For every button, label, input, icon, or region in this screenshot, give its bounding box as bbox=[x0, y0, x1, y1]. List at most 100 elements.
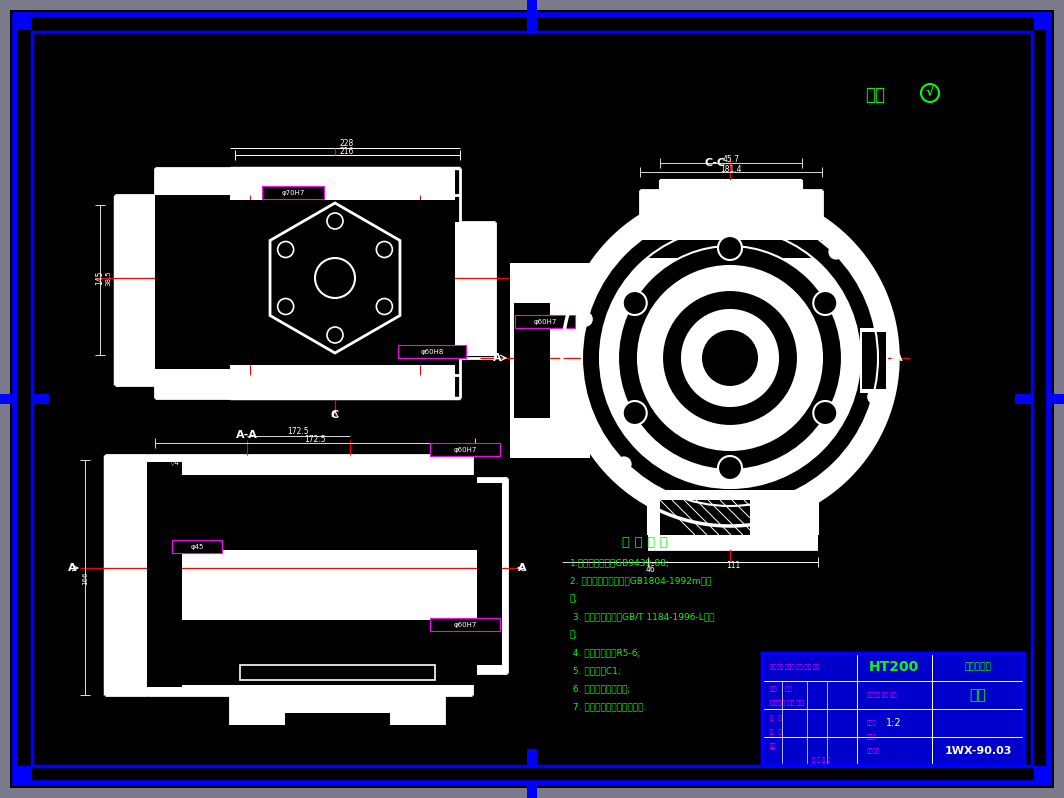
Text: 7. 表面去毛刺，外表面清洁.: 7. 表面去毛刺，外表面清洁. bbox=[570, 702, 646, 711]
Circle shape bbox=[718, 236, 742, 260]
Text: 求;: 求; bbox=[570, 594, 578, 603]
Bar bbox=[510, 263, 591, 303]
Bar bbox=[1015, 394, 1032, 404]
Bar bbox=[527, 0, 537, 15]
Text: 共   张: 共 张 bbox=[770, 715, 782, 721]
Text: 172.5: 172.5 bbox=[287, 428, 309, 437]
Bar bbox=[862, 332, 886, 389]
Text: 其余: 其余 bbox=[865, 86, 885, 104]
Text: A: A bbox=[894, 353, 902, 363]
Bar bbox=[262, 186, 325, 199]
Circle shape bbox=[662, 290, 798, 426]
Bar bbox=[14, 12, 32, 30]
Circle shape bbox=[638, 266, 822, 450]
Text: 工 日 期 量: 工 日 期 量 bbox=[812, 757, 830, 763]
Bar bbox=[115, 195, 157, 385]
Circle shape bbox=[315, 258, 355, 298]
Text: 45.7: 45.7 bbox=[722, 156, 739, 164]
Bar bbox=[430, 618, 500, 631]
Text: 46: 46 bbox=[645, 566, 654, 575]
Bar bbox=[455, 222, 495, 356]
Text: y°: y° bbox=[677, 465, 683, 471]
Circle shape bbox=[582, 210, 878, 506]
Text: 1.铸件技术要求按GB9439-88;: 1.铸件技术要求按GB9439-88; bbox=[570, 558, 670, 567]
Bar bbox=[514, 303, 550, 418]
Bar bbox=[182, 475, 477, 550]
Bar bbox=[230, 713, 285, 725]
Text: 1:2: 1:2 bbox=[886, 718, 902, 728]
Text: 3. 未注形状公差按GB/T 1184-1996-L级要: 3. 未注形状公差按GB/T 1184-1996-L级要 bbox=[570, 612, 715, 621]
Bar bbox=[515, 315, 575, 328]
Bar bbox=[762, 653, 1024, 765]
Circle shape bbox=[618, 246, 842, 470]
Circle shape bbox=[762, 496, 776, 510]
Bar bbox=[860, 328, 888, 393]
Bar bbox=[147, 462, 182, 687]
Circle shape bbox=[578, 312, 592, 326]
Circle shape bbox=[682, 310, 778, 406]
Bar bbox=[155, 205, 235, 360]
Text: 阶段标记 重量 比例: 阶段标记 重量 比例 bbox=[867, 692, 897, 697]
Text: 2. 未注尺寸公差应符合GB1804-1992m级要: 2. 未注尺寸公差应符合GB1804-1992m级要 bbox=[570, 576, 712, 585]
Bar bbox=[230, 695, 445, 713]
Bar bbox=[240, 665, 435, 680]
Circle shape bbox=[813, 401, 837, 425]
Polygon shape bbox=[270, 203, 400, 353]
Circle shape bbox=[377, 242, 393, 258]
Text: 216: 216 bbox=[339, 147, 354, 156]
Bar bbox=[527, 749, 537, 766]
Bar bbox=[648, 535, 818, 550]
Circle shape bbox=[622, 291, 647, 315]
Bar bbox=[155, 195, 230, 207]
Circle shape bbox=[718, 456, 742, 480]
Bar bbox=[1034, 12, 1052, 30]
Text: 工艺: 工艺 bbox=[770, 743, 777, 749]
Text: 设计     核定: 设计 核定 bbox=[770, 686, 792, 692]
Bar bbox=[430, 443, 500, 456]
Text: 拟制修改 标准化 审核 批准 年月: 拟制修改 标准化 审核 批准 年月 bbox=[770, 664, 819, 670]
Text: 38.5: 38.5 bbox=[105, 271, 111, 286]
Text: 求;: 求; bbox=[570, 630, 578, 639]
Bar bbox=[182, 620, 477, 685]
Text: ▽4: ▽4 bbox=[170, 459, 180, 465]
Bar bbox=[147, 455, 472, 695]
Circle shape bbox=[562, 190, 898, 526]
Text: 1WX-90.03: 1WX-90.03 bbox=[945, 746, 1012, 756]
Text: Rz50: Rz50 bbox=[362, 180, 379, 186]
Bar bbox=[155, 357, 230, 369]
Text: φ60H7: φ60H7 bbox=[533, 319, 556, 325]
Text: φ60H8: φ60H8 bbox=[420, 349, 444, 355]
Circle shape bbox=[327, 327, 343, 343]
Bar bbox=[1034, 766, 1052, 784]
Bar bbox=[510, 418, 591, 458]
Text: 172.5: 172.5 bbox=[304, 434, 326, 444]
Bar bbox=[550, 285, 591, 438]
Text: _: _ bbox=[368, 185, 371, 191]
Circle shape bbox=[278, 242, 294, 258]
Bar bbox=[762, 653, 1024, 765]
Text: 145: 145 bbox=[96, 271, 104, 285]
Circle shape bbox=[684, 206, 698, 220]
Circle shape bbox=[377, 298, 393, 314]
Bar bbox=[641, 240, 822, 258]
Bar bbox=[527, 783, 537, 798]
Text: 审核：: 审核： bbox=[867, 721, 877, 726]
Circle shape bbox=[813, 291, 837, 315]
Bar bbox=[641, 190, 822, 240]
Text: C-C: C-C bbox=[704, 158, 726, 168]
Text: A: A bbox=[68, 563, 77, 573]
Bar bbox=[648, 490, 818, 535]
Text: R: R bbox=[318, 269, 322, 275]
Text: A: A bbox=[493, 353, 501, 363]
Bar bbox=[510, 263, 550, 458]
Bar bbox=[477, 483, 502, 665]
Bar bbox=[0, 394, 15, 404]
Text: 4. 全部铸造圆角R5-6;: 4. 全部铸造圆角R5-6; bbox=[570, 648, 641, 657]
Circle shape bbox=[868, 389, 882, 404]
Text: 6. 铸件进行时效处理;: 6. 铸件进行时效处理; bbox=[570, 684, 630, 693]
Bar bbox=[1049, 394, 1064, 404]
Text: φ70H7: φ70H7 bbox=[281, 190, 304, 196]
Bar bbox=[172, 540, 222, 553]
Text: 第   张: 第 张 bbox=[770, 729, 782, 735]
Bar bbox=[155, 168, 455, 398]
